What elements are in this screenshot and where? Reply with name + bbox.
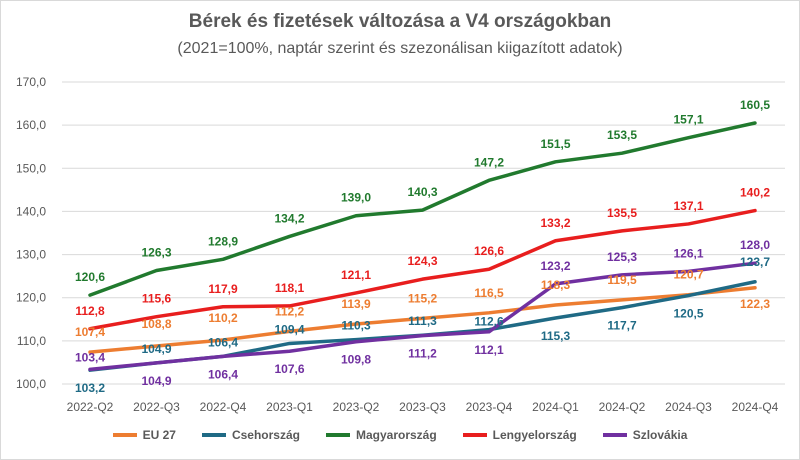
data-label: 106,4 [208,367,238,381]
data-label: 139,0 [341,191,371,205]
data-label: 115,2 [408,291,438,305]
data-label: 126,3 [141,246,171,260]
data-label: 103,4 [75,350,105,364]
x-tick-label: 2022-Q2 [67,400,114,414]
data-label: 135,5 [607,206,637,220]
data-label: 128,0 [740,238,770,252]
data-label: 121,1 [341,268,371,282]
x-tick-label: 2022-Q3 [133,400,180,414]
legend-swatch [462,433,487,437]
legend-swatch [325,433,350,437]
chart-subtitle: (2021=100%, naptár szerint és szezonális… [177,40,623,57]
data-label: 110,3 [341,319,371,333]
data-label: 160,5 [740,98,770,112]
data-label: 113,9 [341,297,371,311]
data-label: 120,5 [673,307,703,321]
legend-label: Csehország [231,428,300,442]
data-label: 153,5 [607,128,637,142]
data-label: 109,8 [341,353,371,367]
data-label: 140,3 [407,185,437,199]
legend-swatch [602,433,627,437]
series-line-eu-27 [88,286,757,354]
data-label: 147,2 [474,155,504,169]
x-tick-label: 2023-Q1 [266,400,313,414]
data-label: 122,3 [740,297,770,311]
data-label: 116,5 [474,286,504,300]
x-tick-label: 2024-Q3 [665,400,712,414]
series-line-magyarország [88,121,757,297]
data-label: 111,2 [408,347,437,361]
legend-label: Szlovákia [632,428,688,442]
data-label: 120,6 [75,270,105,284]
data-label: 134,2 [274,211,304,225]
data-label: 104,9 [141,374,171,388]
legend-label: Magyarország [355,428,437,442]
x-tick-label: 2022-Q4 [200,400,247,414]
x-tick-label: 2023-Q2 [333,400,380,414]
legend-item: Szlovákia [602,428,688,442]
data-label: 120,7 [673,268,703,282]
x-tick-label: 2024-Q4 [732,400,779,414]
y-tick-label: 150,0 [16,161,46,175]
data-label: 118,1 [275,281,305,295]
series-line-szlovákia [88,261,757,372]
y-tick-label: 140,0 [16,204,46,218]
data-label: 111,3 [408,314,437,328]
legend-item: Lengyelország [462,428,577,442]
legend-swatch [112,433,137,437]
y-tick-label: 160,0 [16,118,46,132]
data-label: 157,1 [673,113,703,127]
x-tick-label: 2024-Q2 [599,400,646,414]
data-label: 126,6 [474,244,504,258]
data-label: 151,5 [540,137,570,151]
legend-item: EU 27 [112,428,176,442]
data-label: 115,6 [142,292,172,306]
x-tick-label: 2023-Q4 [466,400,513,414]
x-tick-label: 2023-Q3 [399,400,446,414]
data-label: 104,9 [141,342,171,356]
data-label: 118,3 [541,278,571,292]
data-label: 140,2 [740,186,770,200]
y-tick-label: 120,0 [16,291,46,305]
data-label: 125,3 [607,250,637,264]
data-label: 115,3 [541,329,571,343]
legend-label: EU 27 [142,428,176,442]
data-label: 108,8 [141,317,171,331]
legend-item: Magyarország [325,428,437,442]
data-label: 124,3 [407,254,437,268]
data-label: 112,6 [474,315,504,329]
data-label: 110,2 [208,311,238,325]
data-label: 126,1 [673,246,703,260]
series-line-lengyelország [88,208,757,331]
data-label: 117,7 [607,319,637,333]
data-label: 107,4 [75,325,105,339]
data-label: 123,2 [540,259,570,273]
y-tick-label: 130,0 [16,248,46,262]
legend-label: Lengyelország [492,428,577,442]
data-label: 112,8 [75,304,105,318]
legend-item: Csehország [201,428,300,442]
data-label: 103,2 [75,381,105,395]
y-tick-label: 170,0 [16,75,46,89]
data-label: 128,9 [208,234,238,248]
legend-swatch [201,433,226,437]
legend: EU 27 Csehország Magyarország Lengyelország… [0,428,800,442]
data-label: 109,4 [274,322,304,336]
data-label: 117,9 [208,282,238,296]
x-tick-label: 2024-Q1 [532,400,579,414]
data-label: 123,7 [740,255,770,269]
data-label: 137,1 [673,199,703,213]
data-label: 133,2 [540,216,570,230]
y-tick-label: 100,0 [16,377,46,391]
data-label: 107,6 [274,362,304,376]
y-tick-label: 110,0 [17,334,46,348]
data-label: 106,4 [208,335,238,349]
data-label: 112,2 [275,304,305,318]
data-label: 119,5 [607,273,637,287]
data-label: 112,1 [474,343,504,357]
chart-title: Bérek és fizetések változása a V4 ország… [188,11,612,32]
